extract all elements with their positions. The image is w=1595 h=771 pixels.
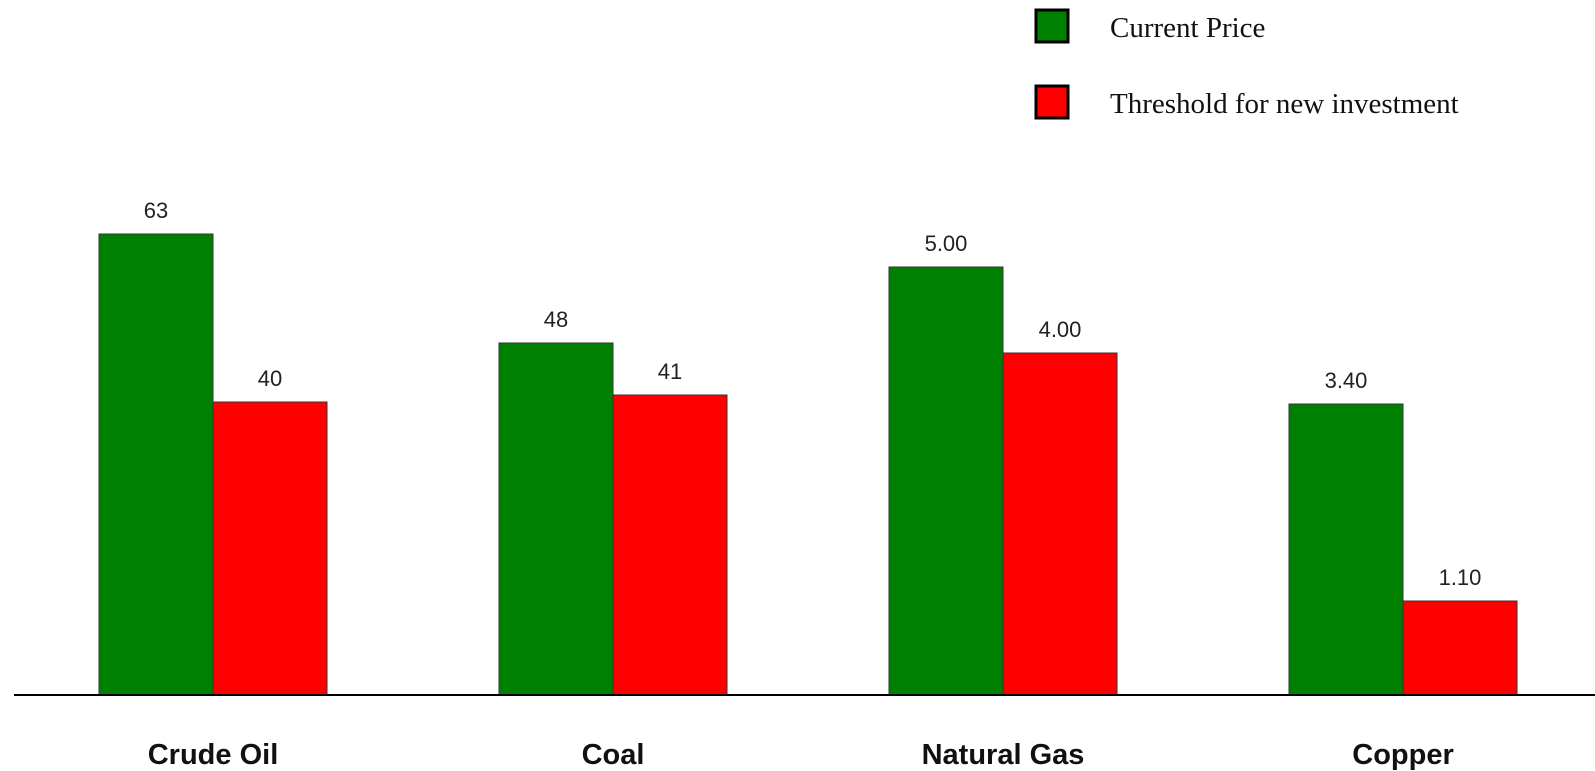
bar-group: 63 40 48 41 5.00 4.00 3.40 1.10 (98, 198, 1518, 696)
category-label: Copper (1352, 739, 1454, 771)
data-label: 40 (258, 366, 282, 391)
bar-coal-current-price (498, 342, 614, 696)
legend-label: Threshold for new investment (1110, 88, 1459, 120)
bar-natural-gas-current-price (888, 266, 1004, 696)
legend-swatch (1034, 84, 1070, 120)
category-labels: Crude Oil Coal Natural Gas Copper (148, 739, 1454, 771)
data-label: 41 (658, 359, 682, 384)
bar-crude-oil-threshold (212, 401, 328, 696)
data-label: 48 (544, 307, 568, 332)
category-label: Coal (582, 739, 645, 771)
category-label: Crude Oil (148, 739, 279, 771)
chart-legend: Current Price Threshold for new investmen… (1034, 8, 1459, 120)
data-label: 4.00 (1039, 317, 1082, 342)
data-label: 63 (144, 198, 168, 223)
category-label: Natural Gas (922, 739, 1085, 771)
bar-copper-threshold (1402, 600, 1518, 696)
data-label: 1.10 (1439, 565, 1482, 590)
bar-natural-gas-threshold (1002, 352, 1118, 696)
bar-coal-threshold (612, 394, 728, 696)
data-label: 5.00 (925, 231, 968, 256)
bar-copper-current-price (1288, 403, 1404, 696)
data-label: 3.40 (1325, 368, 1368, 393)
legend-label: Current Price (1110, 12, 1265, 44)
legend-swatch (1034, 8, 1070, 44)
bar-crude-oil-current-price (98, 233, 214, 696)
